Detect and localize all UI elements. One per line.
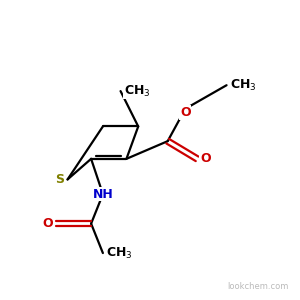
Text: NH: NH <box>92 188 113 201</box>
Text: CH$_3$: CH$_3$ <box>106 245 133 261</box>
Text: O: O <box>200 152 211 165</box>
Text: CH$_3$: CH$_3$ <box>230 78 256 93</box>
Text: O: O <box>42 217 53 230</box>
Text: O: O <box>180 106 190 119</box>
Text: S: S <box>56 173 64 186</box>
Text: lookchem.com: lookchem.com <box>227 282 288 291</box>
Text: CH$_3$: CH$_3$ <box>124 84 150 99</box>
